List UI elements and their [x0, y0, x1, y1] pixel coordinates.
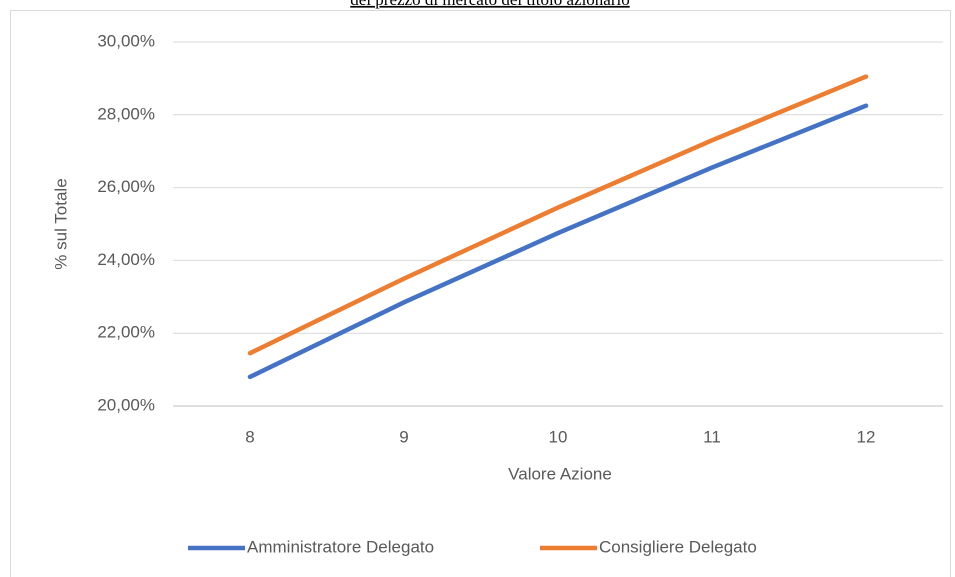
series-line	[247, 103, 869, 380]
y-tick-label: 22,00%	[97, 323, 155, 342]
y-tick-label: 24,00%	[97, 250, 155, 269]
y-tick-label: 30,00%	[97, 31, 155, 50]
chart-border	[10, 10, 951, 577]
chart-title: del prezzo di mercato del titolo azionar…	[350, 0, 629, 9]
y-axis-title: % sul Totale	[51, 178, 70, 269]
y-tick-label: 28,00%	[97, 104, 155, 123]
legend-label: Amministratore Delegato	[247, 537, 434, 556]
x-tick-label: 12	[857, 427, 876, 446]
x-tick-label: 10	[549, 427, 568, 446]
series-line	[247, 74, 869, 356]
x-tick-label: 9	[399, 427, 408, 446]
y-tick-label: 20,00%	[97, 395, 155, 414]
x-axis-title: Valore Azione	[508, 464, 612, 483]
y-tick-label: 26,00%	[97, 177, 155, 196]
x-tick-label: 11	[703, 427, 721, 446]
x-tick-label: 8	[245, 427, 254, 446]
legend-label: Consigliere Delegato	[599, 537, 757, 556]
